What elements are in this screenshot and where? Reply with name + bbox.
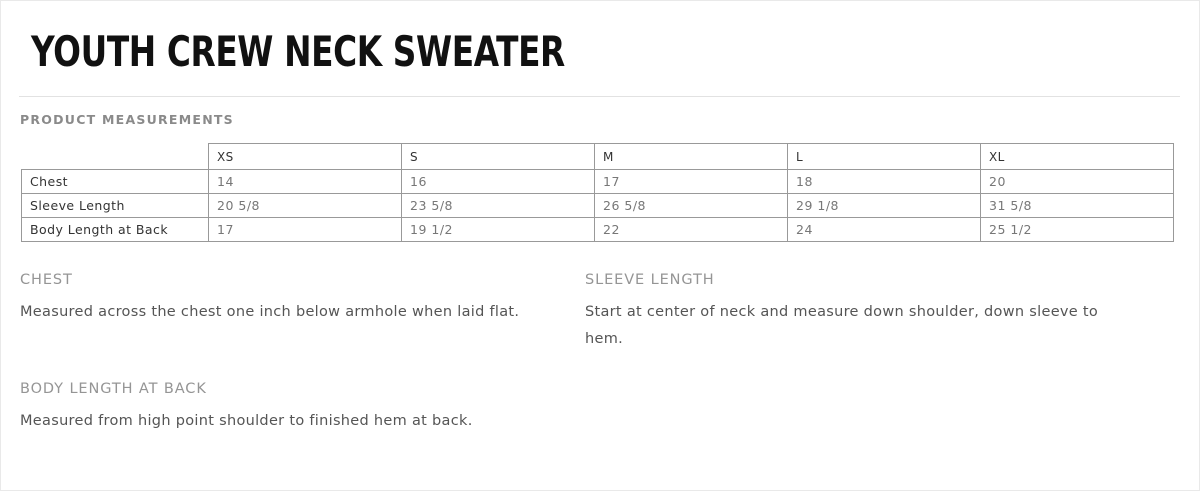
cell-body-length-m: 22 xyxy=(594,217,788,242)
cell-sleeve-length-l: 29 1/8 xyxy=(787,193,981,218)
definitions-row-bottom: BODY LENGTH AT BACK Measured from high p… xyxy=(20,381,1160,435)
definition-body-sleeve-length: Start at center of neck and measure down… xyxy=(585,304,1099,347)
cell-chest-xl: 20 xyxy=(980,169,1174,194)
cell-chest-xs: 14 xyxy=(208,169,402,194)
table-row: Chest 14 16 17 18 20 xyxy=(21,169,1174,194)
cell-body-length-s: 19 1/2 xyxy=(401,217,595,242)
cell-chest-m: 17 xyxy=(594,169,788,194)
definitions-container: CHEST Measured across the chest one inch… xyxy=(20,272,1160,435)
definition-heading-sleeve-length: SLEEVE LENGTH xyxy=(585,272,715,288)
column-header-m: M xyxy=(594,143,788,170)
title-divider xyxy=(19,96,1180,97)
definition-heading-body-length-at-back: BODY LENGTH AT BACK xyxy=(20,381,207,397)
column-header-s: S xyxy=(401,143,595,170)
row-header-sleeve-length: Sleeve Length xyxy=(21,193,209,218)
table-corner-cell xyxy=(22,144,209,170)
definition-heading-chest: CHEST xyxy=(20,272,73,288)
definition-body-body-length-at-back: Measured from high point shoulder to fin… xyxy=(20,413,473,429)
table-row: Sleeve Length 20 5/8 23 5/8 26 5/8 29 1/… xyxy=(21,193,1174,218)
measurements-table-container: XS S M L XL Chest 14 16 17 18 20 Sleeve xyxy=(21,143,1174,242)
cell-body-length-xs: 17 xyxy=(208,217,402,242)
definition-sleeve-length: SLEEVE LENGTH Start at center of neck an… xyxy=(585,272,1150,353)
table-header-row: XS S M L XL xyxy=(22,143,1174,170)
row-header-chest: Chest xyxy=(21,169,209,194)
definition-body-length-at-back: BODY LENGTH AT BACK Measured from high p… xyxy=(20,381,585,435)
cell-sleeve-length-s: 23 5/8 xyxy=(401,193,595,218)
cell-sleeve-length-m: 26 5/8 xyxy=(594,193,788,218)
cell-sleeve-length-xs: 20 5/8 xyxy=(208,193,402,218)
definitions-row-top: CHEST Measured across the chest one inch… xyxy=(20,272,1160,353)
column-header-xl: XL xyxy=(980,143,1174,170)
row-header-body-length-at-back: Body Length at Back xyxy=(21,217,209,242)
column-header-l: L xyxy=(787,143,981,170)
cell-chest-s: 16 xyxy=(401,169,595,194)
cell-body-length-l: 24 xyxy=(787,217,981,242)
title-container: YOUTH CREW NECK SWEATER xyxy=(1,1,1199,77)
definition-body-chest: Measured across the chest one inch below… xyxy=(20,304,520,320)
definition-chest: CHEST Measured across the chest one inch… xyxy=(20,272,585,326)
section-label-product-measurements: PRODUCT MEASUREMENTS xyxy=(20,112,234,127)
cell-chest-l: 18 xyxy=(787,169,981,194)
column-header-xs: XS xyxy=(208,143,402,170)
table-head: XS S M L XL xyxy=(22,143,1174,170)
cell-body-length-xl: 25 1/2 xyxy=(980,217,1174,242)
measurements-table: XS S M L XL Chest 14 16 17 18 20 Sleeve xyxy=(21,143,1174,242)
table-body: Chest 14 16 17 18 20 Sleeve Length 20 5/… xyxy=(21,169,1174,242)
table-row: Body Length at Back 17 19 1/2 22 24 25 1… xyxy=(21,217,1174,242)
cell-sleeve-length-xl: 31 5/8 xyxy=(980,193,1174,218)
page-title: YOUTH CREW NECK SWEATER xyxy=(31,27,565,76)
